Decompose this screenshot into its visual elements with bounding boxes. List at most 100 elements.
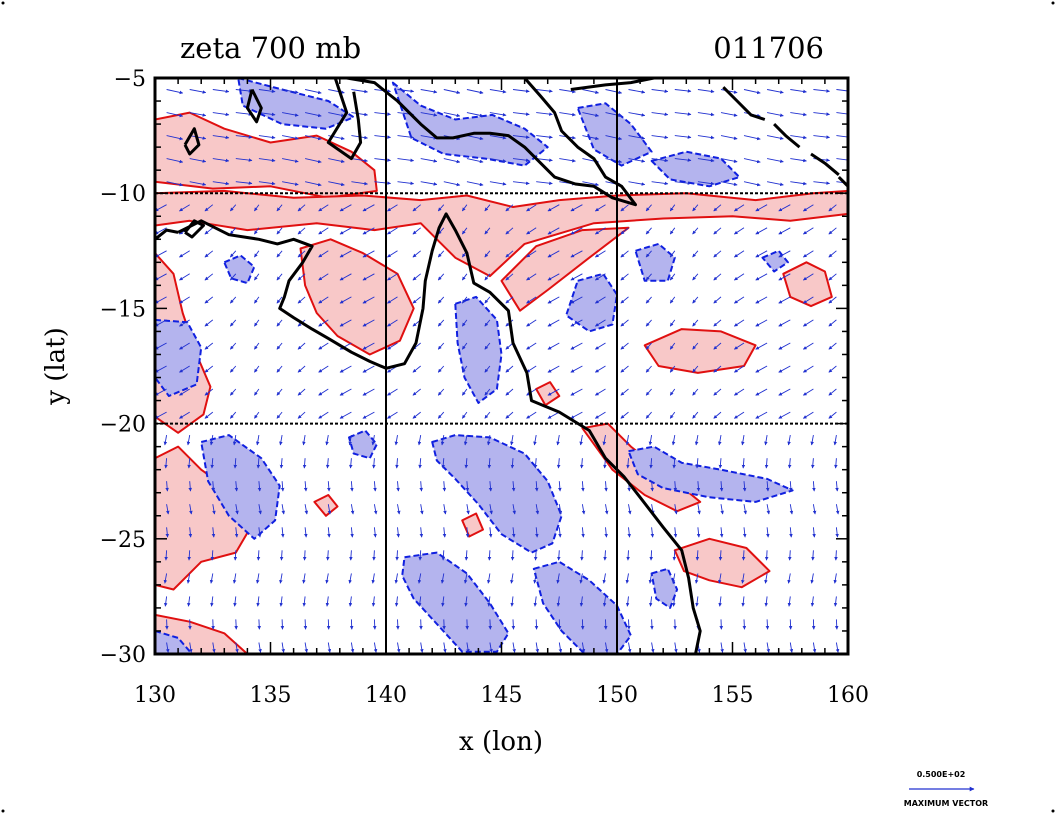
wind-vector (489, 642, 493, 653)
wind-vector (526, 250, 537, 258)
wind-vector (304, 642, 309, 653)
wind-vector (669, 296, 676, 304)
wind-vector (418, 550, 423, 561)
wind-vector (204, 296, 214, 304)
wind-vector (212, 112, 230, 117)
wind-vector (179, 388, 190, 396)
wind-vector (484, 227, 491, 235)
wind-vector (440, 573, 445, 584)
wind-vector (437, 365, 445, 373)
x-tick-label: 130 (134, 683, 176, 708)
wind-vector (339, 250, 352, 258)
wind-vector (510, 573, 514, 584)
wind-vector (351, 181, 368, 186)
wind-vector (179, 411, 190, 419)
wind-vector (713, 388, 722, 396)
wind-vector (767, 89, 784, 94)
wind-vector (755, 388, 768, 396)
wind-vector (209, 573, 214, 584)
wind-vector (464, 458, 469, 469)
wind-vector (828, 296, 837, 304)
wind-vector (695, 458, 700, 469)
wind-vector (464, 550, 469, 561)
wind-vector (318, 319, 329, 327)
wind-vector (627, 527, 632, 538)
wind-vector (443, 642, 447, 653)
wind-vector (605, 89, 623, 95)
wind-vector (339, 411, 352, 419)
wind-vector (211, 481, 216, 492)
wind-vector (790, 89, 807, 94)
wind-vector (828, 204, 837, 212)
wind-vector (440, 435, 445, 446)
wind-vector (743, 642, 747, 653)
wind-vector (461, 342, 468, 350)
wind-vector (166, 89, 184, 95)
x-tick-label: 160 (827, 683, 869, 708)
wind-vector (836, 112, 848, 115)
wind-vector (254, 365, 260, 373)
wind-vector (339, 296, 352, 304)
wind-vector (674, 89, 692, 93)
wind-vector (669, 388, 676, 396)
wind-vector (625, 596, 630, 607)
wind-vector (166, 135, 184, 141)
wind-vector (755, 342, 768, 350)
wind-vector (229, 342, 237, 350)
wind-vector (812, 481, 816, 492)
corner-mark (1, 809, 5, 813)
wind-vector (570, 365, 583, 373)
wind-vector (318, 296, 329, 304)
wind-vector (603, 550, 607, 561)
wind-vector (163, 573, 168, 584)
wind-vector (437, 411, 445, 419)
wind-vector (536, 181, 553, 186)
wind-vector (802, 411, 814, 419)
wind-vector (437, 250, 445, 258)
wind-vector (697, 112, 715, 117)
wind-vector (645, 227, 652, 235)
wind-vector (229, 296, 237, 304)
wind-vector (742, 619, 747, 630)
wind-vector (604, 642, 609, 653)
wind-vector (348, 435, 352, 446)
wind-vector (486, 573, 491, 584)
wind-vector (461, 273, 468, 281)
wind-vector (778, 296, 791, 304)
wind-vector (512, 181, 530, 186)
wind-vector (255, 435, 260, 446)
coastline-segment (810, 152, 840, 176)
wind-vector (835, 481, 839, 492)
wind-vector (741, 435, 745, 446)
wind-vector (349, 550, 353, 561)
wind-vector (764, 550, 769, 561)
wind-vector (279, 550, 284, 561)
wind-vector (535, 504, 540, 515)
wind-vector (488, 619, 493, 630)
wind-vector (412, 365, 421, 373)
wind-vector (281, 504, 286, 515)
wind-vector (645, 365, 652, 373)
wind-vector (297, 342, 306, 350)
wind-vector (828, 227, 837, 235)
wind-vector (189, 89, 207, 94)
wind-vector (674, 135, 692, 139)
wind-vector (318, 365, 329, 373)
wind-vector (396, 481, 400, 492)
wind-vector (787, 596, 792, 607)
wind-vector (718, 550, 723, 561)
wind-vector (258, 112, 276, 117)
wind-vector (570, 388, 583, 396)
wind-vector (811, 458, 815, 469)
wind-vector (570, 319, 583, 327)
wind-vector (327, 642, 332, 653)
wind-vector (810, 573, 814, 584)
wind-vector (374, 135, 391, 139)
wind-vector (441, 550, 446, 561)
wind-vector (579, 596, 584, 607)
wind-vector (789, 504, 794, 515)
wind-vector (755, 411, 768, 419)
wind-vector (297, 296, 306, 304)
wind-vector (834, 619, 839, 630)
wind-vector (582, 181, 599, 187)
